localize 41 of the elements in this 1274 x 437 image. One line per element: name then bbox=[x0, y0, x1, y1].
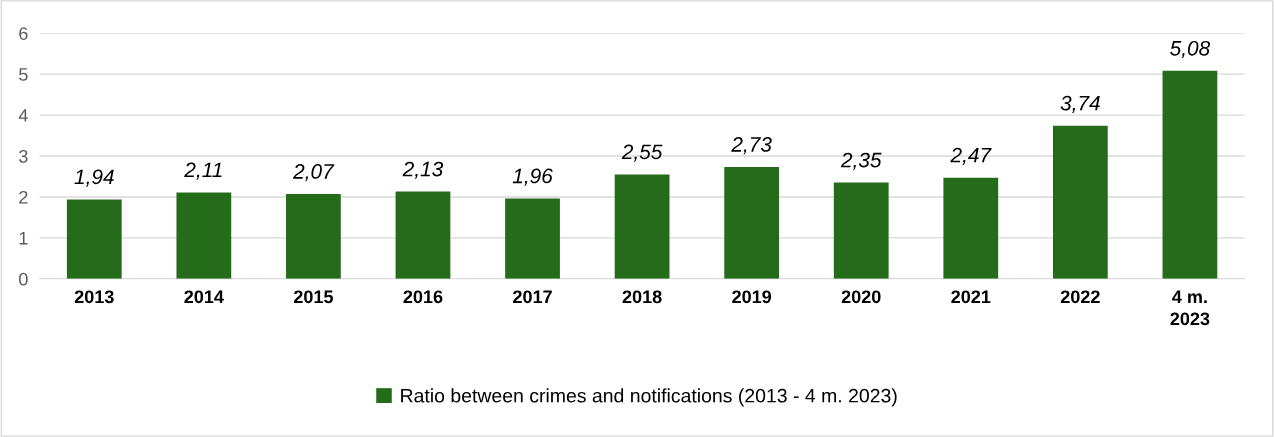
bar bbox=[833, 182, 889, 279]
x-tick-label: 2019 bbox=[732, 290, 772, 304]
data-label: 2,13 bbox=[402, 161, 444, 179]
y-tick-label: 4 bbox=[18, 109, 28, 122]
bar bbox=[724, 167, 780, 279]
y-tick-label: 0 bbox=[19, 272, 28, 286]
x-tick-label: 2013 bbox=[74, 290, 114, 304]
x-tick-label: 2021 bbox=[951, 290, 991, 304]
x-tick-label: 2015 bbox=[293, 290, 333, 304]
data-label: 2,55 bbox=[621, 144, 663, 162]
bar bbox=[614, 174, 670, 279]
x-tick-label: 2014 bbox=[184, 290, 224, 304]
bar bbox=[286, 194, 341, 279]
data-label: 2,73 bbox=[731, 137, 772, 155]
x-tick-label: 4 m. 2023 bbox=[1170, 290, 1210, 326]
bar bbox=[505, 198, 560, 279]
y-tick-label: 1 bbox=[19, 231, 28, 245]
legend-label: Ratio between crimes and notifications (2013 - 4 m. 2023) bbox=[401, 388, 897, 407]
y-tick-label: 3 bbox=[19, 149, 28, 163]
bar bbox=[395, 191, 451, 279]
bar bbox=[943, 177, 999, 279]
y-tick-label: 5 bbox=[19, 68, 28, 81]
bar bbox=[1052, 125, 1108, 279]
data-label: 3,74 bbox=[1060, 95, 1100, 113]
x-tick-label: 2016 bbox=[403, 290, 443, 304]
x-tick-label: 2022 bbox=[1060, 290, 1100, 304]
data-label: 2,35 bbox=[840, 152, 882, 170]
x-tick-label: 2020 bbox=[841, 290, 881, 304]
data-label: 5,08 bbox=[1170, 40, 1211, 59]
data-label: 2,11 bbox=[184, 162, 222, 180]
data-label: 1,96 bbox=[512, 168, 553, 186]
bar bbox=[1162, 70, 1218, 279]
bar bbox=[66, 199, 122, 279]
y-tick-label: 6 bbox=[19, 27, 28, 40]
data-label: 2,07 bbox=[293, 164, 335, 182]
x-tick-label: 2018 bbox=[622, 290, 662, 304]
bar bbox=[176, 192, 232, 279]
y-tick-label: 2 bbox=[19, 190, 28, 204]
data-label: 2,47 bbox=[950, 147, 992, 165]
data-label: 1,94 bbox=[74, 169, 114, 187]
x-tick-label: 2017 bbox=[513, 290, 552, 304]
